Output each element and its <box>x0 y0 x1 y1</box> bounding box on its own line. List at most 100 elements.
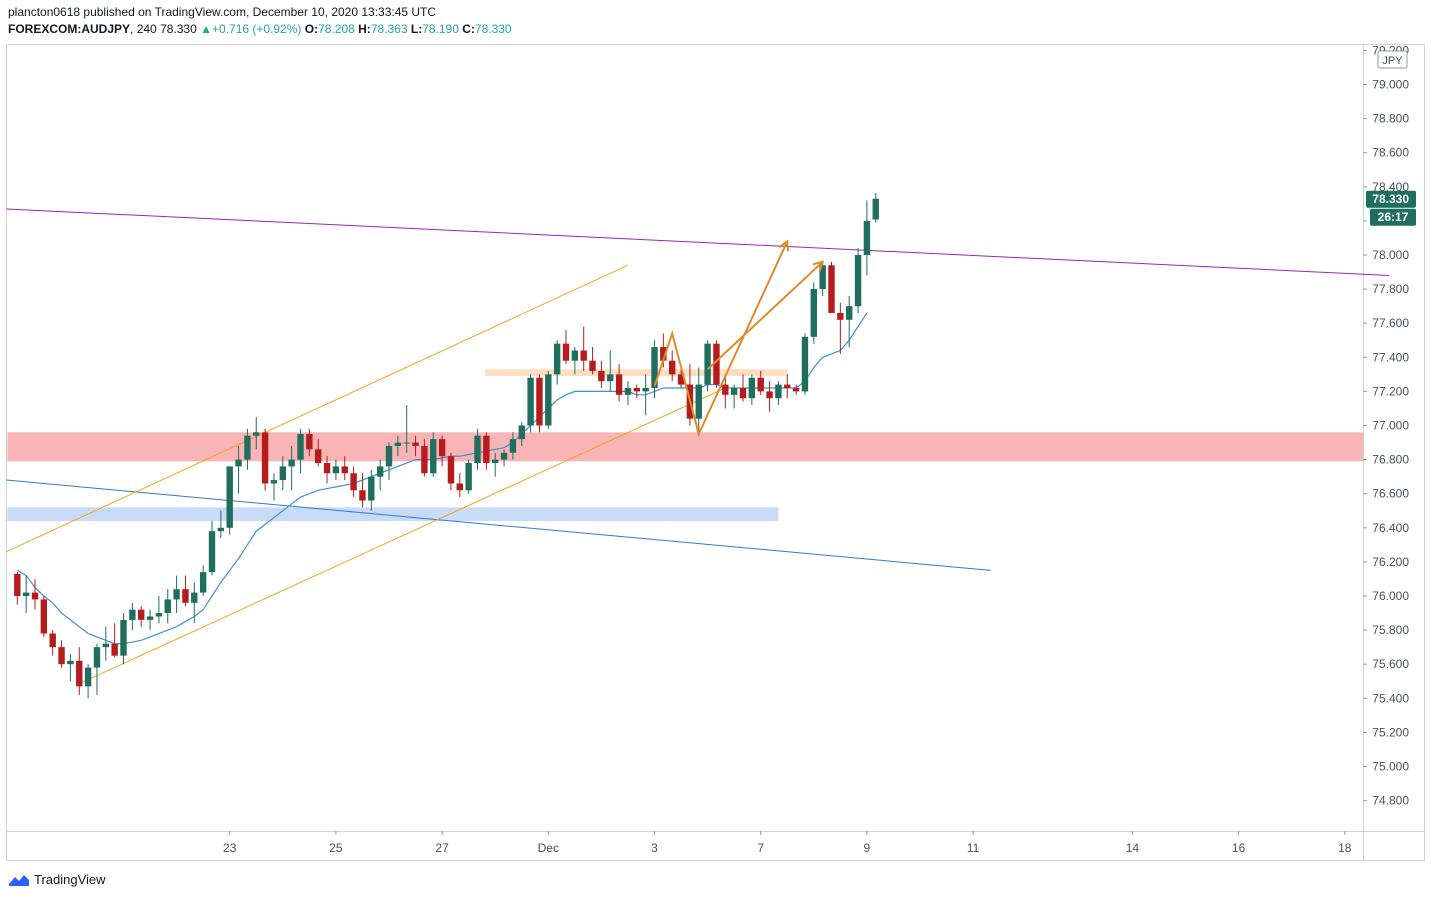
price-axis[interactable]: 74.800 75.000 75.200 75.400 75.600 75.800 76.0… <box>1363 43 1409 808</box>
candle <box>332 459 340 481</box>
candle <box>589 347 596 375</box>
candle <box>111 623 118 658</box>
candle <box>695 367 702 436</box>
candle <box>624 381 632 406</box>
candle <box>837 302 844 354</box>
candle <box>31 578 39 610</box>
candle <box>518 422 525 446</box>
candle-body <box>713 343 720 385</box>
price-tick-label: 77.600 <box>1372 316 1409 330</box>
tradingview-footer[interactable]: TradingView <box>8 872 106 887</box>
candle-body <box>438 439 446 457</box>
candle-body <box>253 432 260 436</box>
chart-frame <box>6 44 1425 861</box>
price-tick-label: 77.800 <box>1372 282 1409 296</box>
candle-body <box>474 435 481 464</box>
candle <box>713 340 720 388</box>
time-tick-label: 3 <box>651 841 658 855</box>
candle-body <box>633 387 640 392</box>
candle-body <box>226 466 233 528</box>
price-badges: 78.330 26:17 <box>1366 190 1416 226</box>
price-tick-label: 75.400 <box>1372 691 1409 705</box>
candle <box>49 630 56 656</box>
candle <box>58 640 65 668</box>
zone-red_resistance <box>7 432 1363 462</box>
candle-body <box>14 573 21 596</box>
candle-body <box>669 360 676 375</box>
candle-body <box>748 377 756 399</box>
candles-layer <box>14 193 879 699</box>
candle <box>456 473 463 498</box>
publish-info: plancton0618 published on TradingView.co… <box>8 5 437 19</box>
candle-body <box>571 350 579 361</box>
candle <box>270 473 278 501</box>
candle-body <box>323 463 331 474</box>
candle <box>651 340 658 399</box>
candle-body <box>500 452 508 460</box>
candle-body <box>164 599 171 614</box>
candle <box>500 449 508 467</box>
candle <box>704 340 711 392</box>
candle-body <box>846 306 853 320</box>
candle <box>527 374 534 433</box>
candle-body <box>562 343 570 361</box>
candle <box>297 428 304 474</box>
candle <box>261 428 269 491</box>
candle-body <box>598 370 605 382</box>
candle <box>253 416 260 450</box>
candle-body <box>863 220 871 255</box>
price-tick-label: 77.200 <box>1372 384 1409 398</box>
candle-body <box>403 442 410 444</box>
candle-body <box>199 572 207 593</box>
zone-blue_support <box>7 507 779 521</box>
candle <box>739 374 747 402</box>
candle <box>792 384 800 395</box>
price-tick-label: 78.000 <box>1372 248 1409 262</box>
candle-body <box>483 435 490 464</box>
candle <box>306 428 313 457</box>
price-tick-label: 76.200 <box>1372 555 1409 569</box>
candle-body <box>447 456 455 484</box>
moving-average-line <box>16 312 868 645</box>
candle <box>412 435 419 457</box>
last-price-badge <box>1366 190 1416 208</box>
candle-body <box>394 442 402 446</box>
candle-body <box>624 387 632 395</box>
time-axis[interactable]: 23 25 27 Dec 3 7 9 11 14 16 18 <box>223 831 1352 855</box>
candle <box>376 459 384 491</box>
candle-body <box>589 360 596 371</box>
price-tick-label: 77.400 <box>1372 350 1409 364</box>
candle-body <box>766 391 773 399</box>
candle-body <box>421 445 428 474</box>
zones-layer <box>7 369 1363 521</box>
candle-body <box>819 265 826 290</box>
candle-body <box>536 377 543 426</box>
candle-body <box>660 347 667 361</box>
close-value: 78.330 <box>474 22 512 36</box>
candle-body <box>235 459 242 467</box>
price-tick-label: 76.800 <box>1372 453 1409 467</box>
candle-body <box>40 599 48 634</box>
candle-body <box>22 592 30 596</box>
candle <box>341 456 348 481</box>
candle-body <box>173 589 180 600</box>
candle <box>819 261 826 296</box>
candle-body <box>279 466 286 481</box>
projection-second_leg <box>706 261 824 370</box>
candle <box>199 565 207 596</box>
high-label: H: <box>358 22 371 36</box>
open-value: 78.208 <box>318 22 355 36</box>
price-tick-label: 75.800 <box>1372 623 1409 637</box>
candle <box>562 330 570 365</box>
symbol-sep: , <box>130 22 137 36</box>
candle-body <box>332 466 340 474</box>
candle-body <box>49 633 56 648</box>
candle-body <box>111 643 118 656</box>
candle-body <box>784 384 791 388</box>
candle <box>120 613 127 665</box>
candle <box>580 326 587 371</box>
candle <box>430 432 437 477</box>
candle <box>571 347 579 375</box>
price-tick-label: 76.600 <box>1372 487 1409 501</box>
